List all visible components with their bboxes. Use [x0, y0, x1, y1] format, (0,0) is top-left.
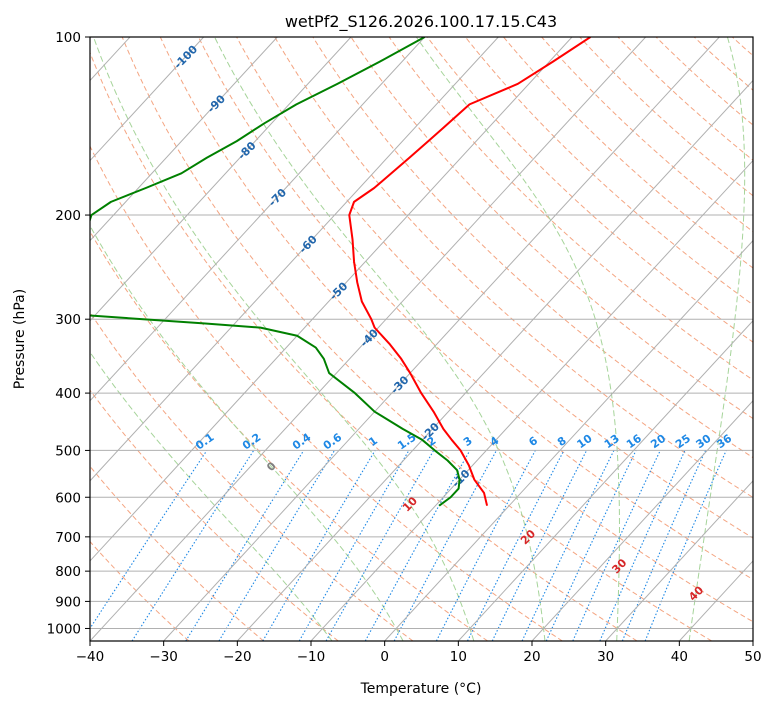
dry-adiabat [274, 37, 753, 499]
mixing-ratio-line [131, 450, 255, 641]
dry-adiabat [90, 389, 339, 641]
dewpoint-profile-line [90, 37, 461, 507]
mixing-ratio-line [644, 450, 727, 641]
mixing-ratio-line [185, 450, 305, 641]
x-tick-label: −10 [297, 649, 326, 665]
chart-title: wetPf2_S126.2026.100.17.15.C43 [285, 12, 557, 32]
isotherm [90, 37, 278, 242]
plot-background [90, 37, 753, 641]
y-tick-label: 700 [55, 530, 81, 546]
isotherm [90, 37, 499, 482]
x-tick-label: 20 [523, 649, 540, 665]
x-tick-label: −40 [76, 649, 105, 665]
axes: −40 −30 −20 −10 0 10 20 30 40 50 100 200 300 400 500 60… [47, 30, 762, 665]
dry-adiabat [90, 51, 638, 641]
x-tick-label: 10 [450, 649, 467, 665]
dry-adiabat [90, 465, 264, 641]
isotherm [605, 480, 753, 641]
dry-adiabat [350, 37, 753, 420]
isotherm [384, 239, 753, 641]
mixing-ratio-line [393, 450, 497, 641]
isotherm [90, 37, 647, 641]
dry-adiabat [579, 37, 753, 197]
moist-adiabat [415, 37, 620, 641]
dry-adiabat [121, 37, 713, 641]
y-tick-label: 900 [55, 594, 81, 610]
isotherm [90, 37, 573, 562]
mixing-ratio-line [491, 450, 588, 641]
x-tick-label: 50 [744, 649, 761, 665]
isotherm [310, 159, 753, 641]
mixing-ratio-line [364, 450, 471, 641]
isotherm [90, 37, 205, 162]
y-tick-label: 200 [55, 208, 81, 224]
y-tick-label: 300 [55, 312, 81, 328]
isotherm [457, 319, 753, 641]
isotherm [163, 37, 720, 641]
plot-frame [89, 36, 754, 642]
x-tick-label: −20 [223, 649, 252, 665]
background-lines [90, 37, 753, 641]
x-tick-label: 30 [597, 649, 614, 665]
profiles [90, 37, 591, 507]
mixing-ratio-line [325, 450, 435, 641]
dry-adiabat [388, 37, 753, 381]
temperature-profile-line [348, 37, 591, 506]
y-tick-label: 1000 [47, 621, 81, 637]
mixing-ratio-line [218, 450, 335, 641]
x-tick-label: 40 [671, 649, 688, 665]
x-tick-label: −30 [149, 649, 178, 665]
isotherm [531, 400, 753, 641]
dry-adiabat [426, 37, 753, 343]
dry-adiabat [159, 37, 753, 623]
y-tick-label: 800 [55, 564, 81, 580]
dry-adiabat [198, 37, 753, 581]
y-tick-label: 100 [55, 30, 81, 46]
mixing-ratio-line [467, 450, 565, 641]
dry-adiabat [236, 37, 753, 539]
isotherm [236, 79, 753, 641]
mixing-ratio-line [545, 450, 637, 641]
y-tick-label: 600 [55, 490, 81, 506]
isotherm [90, 37, 426, 402]
mixing-ratio-line [521, 450, 615, 641]
dry-adiabat [503, 37, 753, 269]
x-tick-label: 0 [380, 649, 389, 665]
mixing-ratio-line [435, 450, 536, 641]
y-tick-label: 500 [55, 443, 81, 459]
dry-adiabat [90, 145, 563, 641]
moist-adiabat [93, 37, 475, 641]
mixing-ratio-line [90, 450, 208, 630]
isotherm [90, 37, 352, 322]
y-tick-label: 400 [55, 386, 81, 402]
y-axis-label: Pressure (hPa) [12, 289, 28, 389]
x-axis-label: Temperature (°C) [360, 681, 482, 697]
mixing-ratio-line [298, 450, 410, 641]
